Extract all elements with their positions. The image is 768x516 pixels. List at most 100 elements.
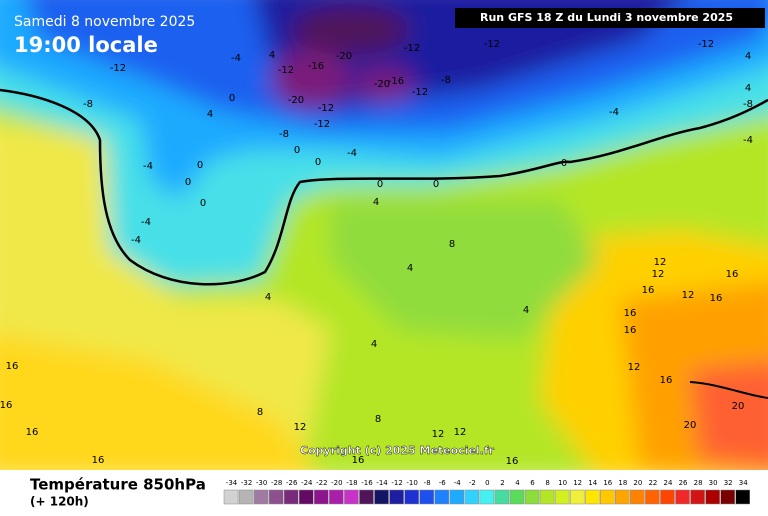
legend-label: -20: [331, 479, 342, 487]
contour-label: 16: [624, 325, 637, 336]
legend-label: -30: [256, 479, 267, 487]
contour-label: 12: [654, 257, 667, 268]
legend-swatch: [705, 489, 720, 505]
contour-label: -4: [141, 217, 151, 228]
footer-lead: (+ 120h): [30, 495, 89, 509]
contour-label: 20: [732, 401, 745, 412]
contour-label: -4: [347, 148, 357, 159]
legend-label: 8: [545, 479, 549, 487]
legend-swatch: [675, 489, 690, 505]
contour-label: 20: [684, 420, 697, 431]
contour-label: 16: [92, 455, 105, 466]
legend-label: -32: [241, 479, 252, 487]
legend-label: 22: [648, 479, 657, 487]
legend-label: -28: [271, 479, 282, 487]
contour-label: 16: [660, 375, 673, 386]
legend-swatch: [419, 489, 434, 505]
temperature-field: [0, 0, 768, 480]
contour-label: 4: [523, 305, 529, 316]
contour-label: 16: [624, 308, 637, 319]
contour-label: 16: [352, 455, 365, 466]
contour-label: -12: [404, 43, 420, 54]
contour-label: -16: [308, 61, 324, 72]
contour-label: 0: [377, 179, 383, 190]
legend-swatch: [299, 489, 314, 505]
contour-label: 0: [200, 198, 206, 209]
contour-label: -12: [484, 39, 500, 50]
legend-swatch: [359, 489, 374, 505]
legend-label: 34: [739, 479, 748, 487]
footer-title: Température 850hPa: [30, 476, 206, 494]
contour-label: -20: [374, 79, 390, 90]
contour-label: 8: [257, 407, 263, 418]
legend-swatch: [223, 489, 239, 505]
contour-label: 16: [26, 427, 39, 438]
contour-label: -8: [441, 75, 451, 86]
contour-label: 12: [682, 290, 695, 301]
legend-swatch: [479, 489, 495, 505]
legend-swatch: [434, 489, 450, 505]
legend-swatch: [630, 489, 645, 505]
zero-isotherm: [0, 88, 768, 286]
contour-label: -4: [131, 235, 141, 246]
contour-label: 0: [197, 160, 203, 171]
copyright: Copyright (c) 2025 Meteociel.fr: [300, 444, 495, 457]
contour-label: 12: [628, 362, 641, 373]
contour-label: 16: [642, 285, 655, 296]
legend-label: 26: [679, 479, 688, 487]
legend-swatch: [735, 489, 751, 505]
legend-swatch: [584, 489, 600, 505]
contour-label: -12: [314, 119, 330, 130]
contour-label: -8: [743, 99, 753, 110]
legend-swatch: [660, 489, 675, 505]
legend-label: 0: [485, 479, 489, 487]
legend: -34 -32 -30 -28 -26 -24 -22 -20 -18 -16 -14 -12 -10-…: [223, 479, 751, 505]
contour-label: -8: [83, 99, 93, 110]
legend-swatch: [554, 489, 570, 505]
contour-label: 8: [375, 414, 381, 425]
contour-label: -4: [743, 135, 753, 146]
legend-label: -2: [469, 479, 476, 487]
time: 19:00 locale: [14, 33, 158, 57]
legend-label: 20: [633, 479, 642, 487]
contour-label: -12: [318, 103, 334, 114]
legend-label: -12: [391, 479, 402, 487]
legend-swatch: [494, 489, 510, 505]
contour-label: -8: [279, 129, 289, 140]
contour-label: 4: [745, 51, 751, 62]
legend-label: 14: [588, 479, 597, 487]
legend-label: -14: [376, 479, 388, 487]
legend-swatch: [404, 489, 419, 505]
legend-label: -16: [361, 479, 373, 487]
run: Run GFS 18 Z du Lundi 3 novembre 2025: [480, 11, 733, 24]
legend-label: 30: [709, 479, 718, 487]
contour-label: 4: [371, 339, 377, 350]
contour-label: -12: [110, 63, 126, 74]
contour-label: -4: [143, 161, 153, 172]
contour-label: -4: [609, 107, 619, 118]
legend-swatch: [389, 489, 404, 505]
legend-label: 32: [724, 479, 733, 487]
legend-swatch: [268, 489, 284, 505]
isotherm: [689, 381, 768, 399]
contour-label: -12: [412, 87, 428, 98]
contour-label: 4: [265, 292, 271, 303]
legend-label: 18: [618, 479, 627, 487]
legend-label: 4: [515, 479, 520, 487]
legend-label: 28: [694, 479, 703, 487]
contour-label: 0: [229, 93, 235, 104]
contour-label: 0: [294, 145, 300, 156]
legend-swatch: [449, 489, 465, 505]
contour-label: 4: [745, 83, 751, 94]
contour-label: -12: [278, 65, 294, 76]
legend-swatch: [509, 489, 525, 505]
legend-label: -26: [286, 479, 298, 487]
legend-label: 10: [558, 479, 567, 487]
legend-label: 16: [603, 479, 612, 487]
legend-label: -6: [439, 479, 447, 487]
legend-swatch: [690, 489, 705, 505]
legend-swatch: [253, 489, 269, 505]
date: Samedi 8 novembre 2025: [14, 14, 195, 30]
